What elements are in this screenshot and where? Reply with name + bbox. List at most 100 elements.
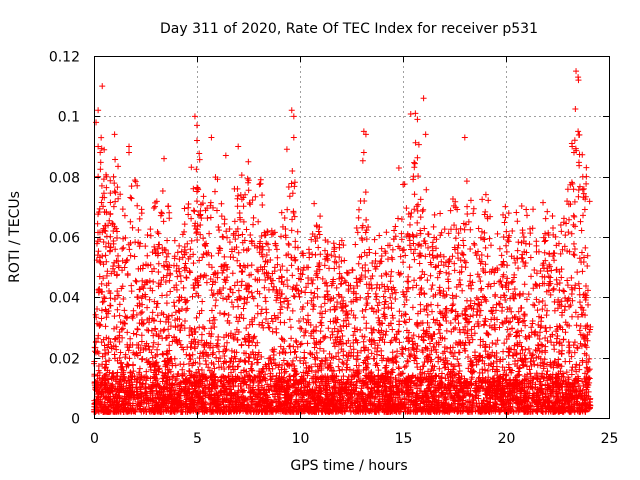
data-point [373,296,380,303]
data-point [342,279,349,286]
data-point [402,252,409,259]
data-point [504,326,511,333]
data-point [365,293,372,300]
data-point [568,290,575,297]
data-point [564,198,571,205]
data-point [573,368,580,375]
data-point [450,301,457,308]
data-point [471,300,478,307]
data-point [142,243,149,250]
data-point [388,337,395,344]
data-point [234,195,241,202]
data-point [486,322,493,329]
data-point [97,321,104,328]
data-point [542,230,549,237]
data-point [337,323,344,330]
data-point [133,311,140,318]
data-point [513,329,520,336]
data-point [133,278,140,285]
data-point [166,215,173,222]
data-point [584,262,591,269]
data-point [112,156,119,163]
data-point [373,293,380,300]
data-point [351,328,358,335]
data-point [250,221,257,228]
data-point [571,252,578,259]
data-point [554,305,561,312]
data-point [340,322,347,329]
data-point [115,292,122,299]
data-point [478,285,485,292]
data-point [324,257,331,264]
data-point [119,283,126,290]
data-point [373,348,380,355]
data-point [283,295,290,302]
data-point [163,272,170,279]
data-point [544,337,551,344]
data-point [124,314,131,321]
data-point [494,316,501,323]
data-point [171,237,178,244]
data-point [119,267,126,274]
data-point [129,315,136,322]
data-point [155,230,162,237]
data-point [499,364,506,371]
data-point [553,276,560,283]
data-point [571,349,578,356]
data-point [226,239,233,246]
data-point [545,287,552,294]
data-point [564,186,571,193]
data-point [221,366,228,373]
data-point [558,274,565,281]
data-point [447,319,454,326]
data-point [289,168,296,175]
data-point [484,330,491,337]
data-point [582,282,589,289]
data-point [508,279,515,286]
data-point [363,364,370,371]
data-point [120,244,127,251]
data-point [500,233,507,240]
data-point [544,268,551,275]
data-point [464,334,471,341]
data-point [291,179,298,186]
data-point [482,261,489,268]
data-point [329,328,336,335]
data-point [460,237,467,244]
data-point [221,276,228,283]
data-point [242,282,249,289]
data-point [144,252,151,259]
data-point [221,220,228,227]
data-point [101,342,108,349]
data-point [558,228,565,235]
data-point [479,354,486,361]
data-point [141,342,148,349]
data-point [514,218,521,225]
data-point [105,240,112,247]
data-point [417,196,424,203]
data-point [128,195,135,202]
data-point [576,131,583,138]
data-point [336,270,343,277]
data-point [579,268,586,275]
data-point [586,355,593,362]
data-point [416,260,423,267]
data-point [109,265,116,272]
data-point [110,203,117,210]
data-point [492,307,499,314]
data-point [284,283,291,290]
data-point [284,267,291,274]
data-point [437,310,444,317]
data-point [470,205,477,212]
data-point [121,320,128,327]
data-point [130,307,137,314]
data-point [564,298,571,305]
data-point [220,234,227,241]
data-point [311,290,318,297]
data-point [167,288,174,295]
data-point [116,354,123,361]
data-point [542,257,549,264]
data-point [417,230,424,237]
data-point [363,236,370,243]
data-point [382,332,389,339]
